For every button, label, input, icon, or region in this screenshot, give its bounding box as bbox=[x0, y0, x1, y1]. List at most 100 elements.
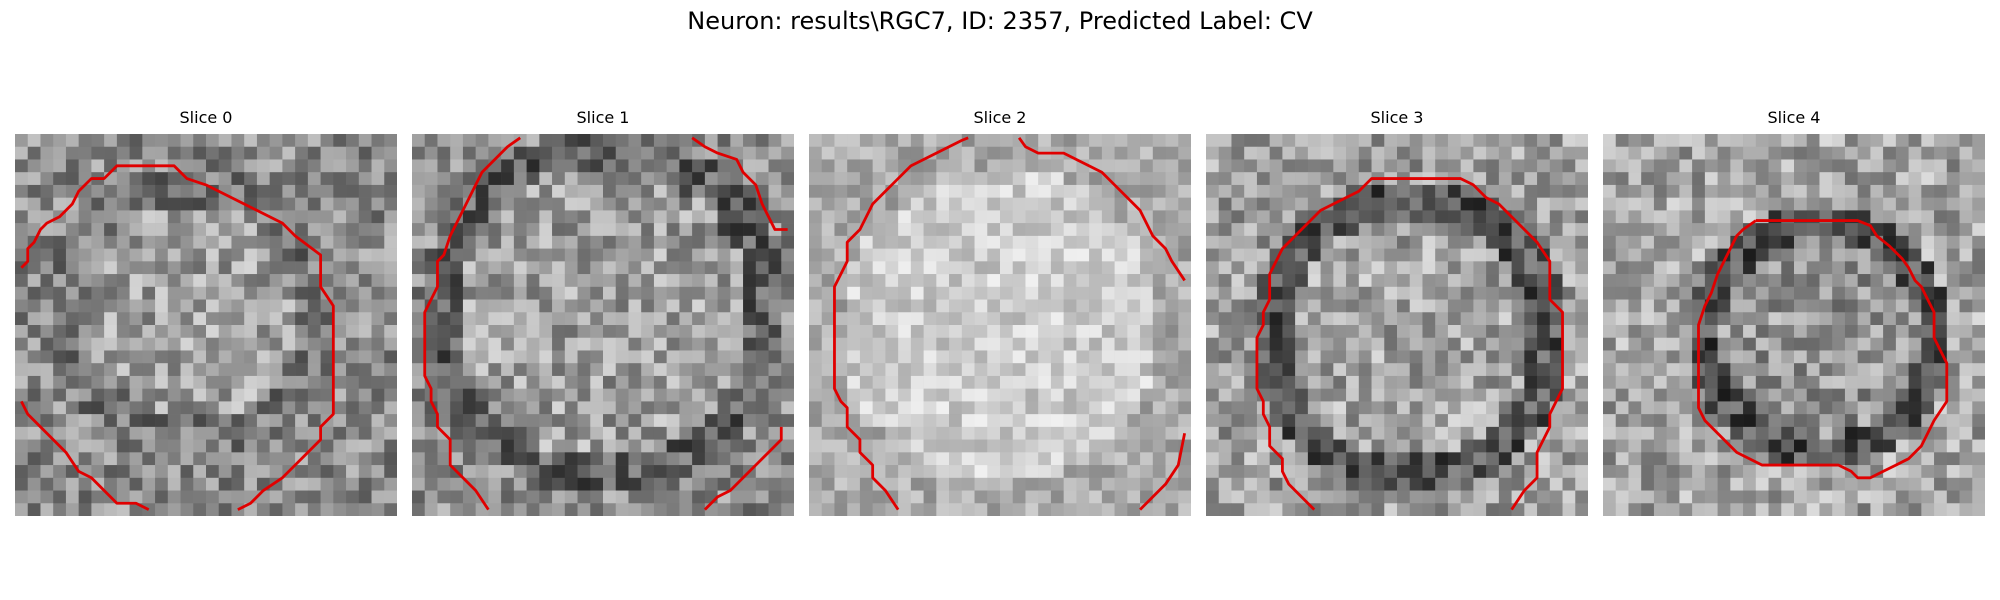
pixel bbox=[244, 414, 258, 428]
pixel bbox=[501, 401, 515, 415]
pixel bbox=[155, 350, 169, 364]
pixel bbox=[1641, 465, 1655, 479]
pixel bbox=[539, 134, 553, 147]
pixel bbox=[142, 299, 156, 313]
pixel bbox=[1819, 465, 1833, 479]
pixel bbox=[628, 388, 642, 402]
pixel bbox=[1768, 388, 1782, 402]
pixel bbox=[603, 337, 616, 351]
pixel bbox=[437, 210, 451, 224]
pixel bbox=[526, 414, 540, 428]
pixel bbox=[679, 452, 693, 466]
pixel bbox=[1666, 375, 1680, 389]
pixel bbox=[1307, 325, 1321, 338]
pixel bbox=[1870, 337, 1884, 351]
pixel bbox=[437, 337, 451, 351]
pixel bbox=[488, 503, 502, 516]
pixel bbox=[206, 337, 219, 351]
pixel bbox=[1397, 452, 1410, 466]
pixel bbox=[346, 172, 360, 186]
pixel bbox=[603, 159, 616, 173]
pixel bbox=[717, 414, 731, 428]
pixel bbox=[1076, 490, 1090, 504]
pixel bbox=[768, 337, 782, 351]
pixel bbox=[218, 235, 232, 249]
pixel bbox=[730, 274, 744, 288]
pixel bbox=[333, 146, 347, 160]
pixel bbox=[1641, 299, 1655, 313]
pixel bbox=[1409, 503, 1423, 516]
pixel bbox=[1549, 172, 1563, 186]
pixel bbox=[371, 414, 385, 428]
pixel bbox=[424, 223, 438, 237]
pixel bbox=[717, 388, 731, 402]
pixel bbox=[743, 337, 757, 351]
pixel bbox=[1076, 261, 1090, 275]
pixel bbox=[539, 223, 553, 237]
pixel bbox=[1063, 401, 1077, 415]
pixel bbox=[666, 197, 680, 211]
pixel bbox=[898, 325, 912, 338]
pixel bbox=[1575, 337, 1588, 351]
pixel bbox=[371, 248, 385, 262]
pixel bbox=[1460, 286, 1474, 300]
pixel bbox=[1692, 503, 1706, 516]
pixel bbox=[628, 184, 642, 198]
pixel bbox=[1012, 388, 1026, 402]
pixel bbox=[1832, 375, 1846, 389]
pixel bbox=[768, 490, 782, 504]
pixel bbox=[1256, 363, 1270, 377]
pixel bbox=[1447, 452, 1461, 466]
pixel bbox=[53, 452, 67, 466]
pixel bbox=[898, 235, 912, 249]
pixel bbox=[755, 414, 769, 428]
pixel bbox=[450, 261, 464, 275]
pixel bbox=[653, 388, 667, 402]
pixel bbox=[1295, 261, 1309, 275]
pixel bbox=[1320, 439, 1334, 453]
pixel bbox=[412, 248, 425, 262]
pixel bbox=[1832, 426, 1846, 440]
pixel bbox=[282, 312, 296, 326]
pixel bbox=[1615, 439, 1629, 453]
pixel bbox=[1101, 159, 1115, 173]
pixel bbox=[1641, 401, 1655, 415]
pixel bbox=[1038, 503, 1052, 516]
pixel bbox=[781, 414, 794, 428]
pixel bbox=[371, 452, 385, 466]
pixel bbox=[1371, 235, 1385, 249]
pixel bbox=[27, 299, 41, 313]
pixel bbox=[1346, 477, 1360, 491]
pixel bbox=[1806, 286, 1820, 300]
pixel bbox=[501, 503, 515, 516]
pixel bbox=[371, 401, 385, 415]
pixel bbox=[129, 197, 143, 211]
pixel bbox=[1076, 363, 1090, 377]
pixel bbox=[577, 248, 591, 262]
pixel bbox=[1358, 184, 1372, 198]
pixel bbox=[1921, 210, 1935, 224]
pixel bbox=[1114, 414, 1128, 428]
pixel bbox=[1895, 286, 1909, 300]
pixel bbox=[1114, 490, 1128, 504]
pixel bbox=[1333, 235, 1347, 249]
pixel bbox=[1946, 490, 1960, 504]
pixel bbox=[821, 503, 835, 516]
pixel bbox=[1781, 274, 1795, 288]
pixel bbox=[1282, 223, 1296, 237]
pixel bbox=[910, 337, 924, 351]
pixel bbox=[1679, 452, 1693, 466]
pixel bbox=[1307, 375, 1321, 389]
pixel bbox=[1972, 134, 1985, 147]
pixel bbox=[1244, 452, 1258, 466]
pixel bbox=[1537, 197, 1551, 211]
pixel bbox=[501, 299, 515, 313]
pixel bbox=[1346, 286, 1360, 300]
pixel bbox=[1895, 414, 1909, 428]
pixel bbox=[256, 184, 270, 198]
pixel bbox=[1089, 286, 1103, 300]
pixel bbox=[717, 401, 731, 415]
pixel bbox=[1537, 159, 1551, 173]
pixel bbox=[834, 503, 848, 516]
pixel bbox=[755, 172, 769, 186]
